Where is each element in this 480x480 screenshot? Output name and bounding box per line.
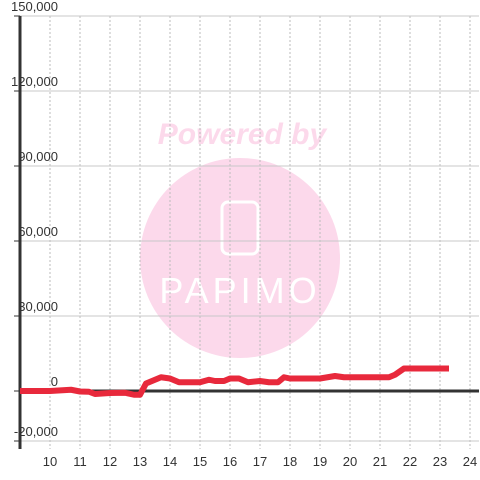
y-tick-label: 150,000 — [11, 0, 58, 14]
x-tick-label: 12 — [103, 454, 117, 469]
x-tick-label: 11 — [73, 454, 87, 469]
x-tick-label: 23 — [433, 454, 447, 469]
y-tick-label: -20,000 — [14, 424, 58, 439]
y-tick-label: 90,000 — [18, 149, 58, 164]
watermark-text: Powered by — [158, 118, 328, 151]
x-tick-label: 21 — [373, 454, 387, 469]
x-tick-label: 18 — [283, 454, 297, 469]
x-tick-label: 20 — [343, 454, 357, 469]
y-tick-label: 30,000 — [18, 299, 58, 314]
y-tick-label: 120,000 — [11, 74, 58, 89]
x-tick-label: 24 — [463, 454, 477, 469]
watermark-logo: PAPIMO — [159, 270, 320, 311]
x-tick-label: 10 — [43, 454, 57, 469]
y-tick-label: 60,000 — [18, 224, 58, 239]
x-tick-label: 17 — [253, 454, 267, 469]
x-tick-label: 16 — [223, 454, 237, 469]
x-tick-label: 14 — [163, 454, 177, 469]
y-tick-label: 0 — [51, 374, 58, 389]
x-tick-label: 15 — [193, 454, 207, 469]
x-tick-label: 19 — [313, 454, 327, 469]
line-series — [20, 365, 449, 398]
x-tick-label: 13 — [133, 454, 147, 469]
watermark-icon — [220, 200, 260, 256]
x-tick-label: 22 — [403, 454, 417, 469]
